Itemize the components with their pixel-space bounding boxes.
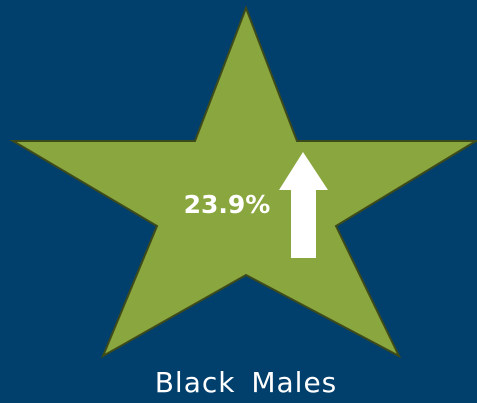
label: Black Males [155, 366, 338, 399]
value-text: 23.9% [184, 190, 271, 219]
star [9, 5, 477, 359]
up-arrow [279, 152, 328, 258]
